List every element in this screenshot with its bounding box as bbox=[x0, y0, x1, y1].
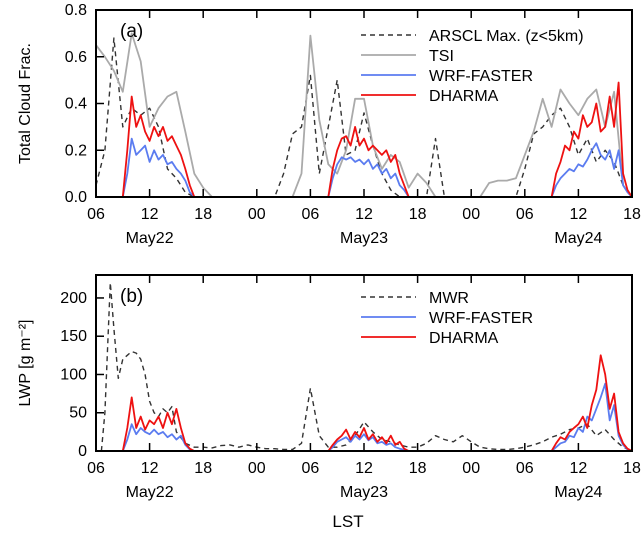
x-tick-label: 12 bbox=[141, 460, 159, 477]
series-line-dharma bbox=[121, 354, 632, 451]
day-label: May22 bbox=[126, 230, 174, 247]
y-axis-label: Total Cloud Frac. bbox=[17, 43, 34, 164]
x-tick-label: 06 bbox=[302, 460, 320, 477]
x-tick-label: 18 bbox=[623, 206, 641, 223]
x-tick-label: 00 bbox=[462, 206, 480, 223]
legend-label: TSI bbox=[429, 48, 454, 65]
y-tick-label: 0.2 bbox=[65, 142, 87, 159]
series-line-dharma bbox=[121, 81, 632, 197]
x-tick-label: 12 bbox=[570, 460, 588, 477]
day-label: May24 bbox=[554, 230, 602, 247]
x-tick-label: 06 bbox=[87, 460, 105, 477]
panel-label: (a) bbox=[120, 21, 143, 42]
series-group bbox=[100, 282, 632, 451]
x-tick-label: 18 bbox=[194, 460, 212, 477]
day-label: May24 bbox=[554, 484, 602, 501]
x-tick-label: 06 bbox=[516, 460, 534, 477]
series-line-tsi bbox=[96, 32, 632, 197]
series-line-wrf-faster bbox=[121, 137, 632, 197]
y-tick-label: 0.4 bbox=[65, 96, 87, 113]
plot-frame bbox=[95, 274, 633, 452]
x-tick-label: 12 bbox=[355, 460, 373, 477]
x-tick-label: 06 bbox=[302, 206, 320, 223]
y-tick-label: 0.8 bbox=[65, 2, 87, 19]
legend-label: ARSCL Max. (z<5km) bbox=[429, 28, 584, 45]
y-tick-label: 100 bbox=[60, 366, 87, 383]
y-tick-label: 200 bbox=[60, 290, 87, 307]
x-tick-label: 12 bbox=[141, 206, 159, 223]
legend-label: WRF-FASTER bbox=[429, 310, 533, 327]
x-tick-label: 18 bbox=[623, 460, 641, 477]
panel-a-cloud-fraction: 06 12 18 00 06 12 18 00 06 12 18 0.0 0.2 0.4 0.6 0.8 May… bbox=[17, 2, 641, 247]
panel-b-lwp: 06 12 18 00 06 12 18 00 06 12 18 0 50 100 150 200 May22 M… bbox=[17, 274, 641, 501]
series-line-wrf-faster bbox=[121, 382, 632, 451]
y-tick-label: 50 bbox=[69, 405, 87, 422]
legend-label: DHARMA bbox=[429, 330, 499, 347]
legend-label: MWR bbox=[429, 290, 469, 307]
x-tick-label: 18 bbox=[409, 460, 427, 477]
x-tick-label: 12 bbox=[570, 206, 588, 223]
y-tick-label: 0 bbox=[78, 443, 87, 460]
legend-label: DHARMA bbox=[429, 88, 499, 105]
day-label: May23 bbox=[340, 484, 388, 501]
x-tick-label: 18 bbox=[409, 206, 427, 223]
day-label: May22 bbox=[126, 484, 174, 501]
series-group bbox=[96, 32, 632, 197]
y-tick-label: 150 bbox=[60, 328, 87, 345]
x-tick-label: 00 bbox=[462, 460, 480, 477]
y-tick-label: 0.6 bbox=[65, 49, 87, 66]
legend-label: WRF-FASTER bbox=[429, 68, 533, 85]
x-tick-label: 18 bbox=[194, 206, 212, 223]
x-axis-label-lst: LST bbox=[332, 512, 363, 531]
x-tick-label: 00 bbox=[248, 460, 266, 477]
y-tick-label: 0.0 bbox=[65, 189, 87, 206]
day-label: May23 bbox=[340, 230, 388, 247]
series-line-mwr bbox=[100, 282, 632, 451]
x-tick-label: 00 bbox=[248, 206, 266, 223]
y-axis-label: LWP [g m⁻²] bbox=[17, 320, 34, 407]
x-tick-label: 12 bbox=[355, 206, 373, 223]
x-tick-label: 06 bbox=[87, 206, 105, 223]
series-line-arscl-max-z-5km- bbox=[96, 37, 632, 197]
panel-label: (b) bbox=[120, 286, 143, 307]
x-tick-label: 06 bbox=[516, 206, 534, 223]
